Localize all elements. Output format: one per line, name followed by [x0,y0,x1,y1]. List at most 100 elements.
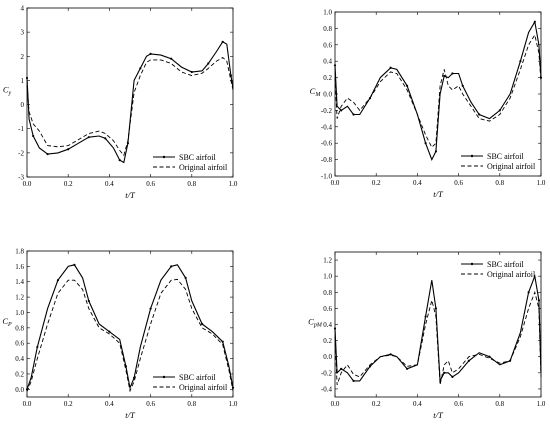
series-point [170,57,173,60]
series-point [87,299,90,303]
y-tick-label: 0.0 [323,91,332,99]
series-point [389,66,392,69]
y-tick-label: 1.2 [323,257,332,265]
x-tick-label: 0.4 [413,179,422,187]
x-tick-label: 0.6 [146,180,155,188]
series-point [190,70,193,74]
series-line-1 [26,56,234,157]
subplot-cm: 0.0 0.2 0.4 0.6 0.8 1.0 -1.0 -0.8 -0.6 -0.4 -0.2 0.… [310,9,546,200]
x-tick-label: 0.0 [331,400,340,408]
x-tick-label: 0.4 [413,400,422,408]
plot-frame [26,250,234,398]
legend-marker [162,375,166,379]
legend-label: SBC airfoil [179,373,216,382]
y-tick-label: -0.4 [321,123,333,131]
series-point [352,113,355,116]
series-point [443,74,446,78]
y-tick-label: -0.2 [321,369,333,377]
series-line-1 [334,33,542,149]
x-tick-label: 0.4 [105,180,114,188]
x-tick-label: 0.8 [187,180,196,188]
x-axis-label: t/T [125,190,136,200]
series-point [139,67,142,70]
series-point [118,159,121,162]
series-point [108,330,111,333]
x-tick-label: 0.0 [23,400,32,408]
subplot-cy: 0.0 0.2 0.4 0.6 0.8 1.0 -3 -2 -1 0 1 2 3 4 t/T Cy SBC ai… [3,5,238,201]
y-tick-label: 4 [21,5,25,13]
y-tick-label: 0.4 [323,58,332,66]
x-tick-label: 0.6 [146,400,155,408]
y-tick-label: -1 [18,125,24,133]
legend-label: Original airfoil [179,163,228,172]
series-point [201,322,204,326]
y-tick-label: 3 [21,29,25,37]
y-tick-label: 0 [21,101,25,109]
series-point [170,265,173,268]
x-axis-label: t/T [125,410,136,420]
x-tick-label: 0.2 [64,180,73,188]
y-tick-label: 0.2 [323,74,332,82]
x-tick-label: 0.0 [23,180,32,188]
series-point [451,375,454,378]
series-point [443,371,446,374]
legend-marker [470,154,474,158]
subplot-cpm: 0.0 0.2 0.4 0.6 0.8 1.0 -0.4 -0.2 0.0 0.2 0.4 0.6 0.… [308,251,546,420]
x-tick-label: 0.2 [372,400,381,408]
series-point [478,113,481,116]
subplot-cp: 0.0 0.2 0.4 0.6 0.8 1.0 0.0 0.2 0.4 0.6 0.8 1.0 1.2 1… [2,248,238,421]
series-point [87,136,90,139]
series-point [207,62,210,65]
x-tick-label: 1.0 [229,180,238,188]
y-tick-label: 2 [21,53,25,61]
series-point [467,359,470,362]
series-line-0 [26,41,234,164]
series-point [519,60,522,63]
series-point [434,150,438,153]
x-tick-label: 1.0 [537,400,546,408]
y-tick-label: 1.0 [15,309,24,317]
series-point [537,299,541,302]
series-point [352,379,355,382]
series-point [221,40,224,43]
y-tick-label: 1 [21,77,25,85]
series-line-1 [26,278,234,393]
legend-marker [162,155,166,159]
series-point [340,109,343,112]
x-tick-label: 0.8 [187,400,196,408]
x-tick-label: 0.0 [331,179,340,187]
legend-label: SBC airfoil [487,152,524,161]
series-point [231,386,235,389]
legend-label: Original airfoil [487,162,536,171]
y-tick-label: -0.4 [321,385,333,393]
series-point [498,109,501,112]
y-tick-label: 1.0 [323,9,332,17]
y-tick-label: 1.6 [15,263,24,271]
y-tick-label: 1.8 [15,248,24,256]
series-point [149,52,152,55]
legend-marker [470,262,474,266]
x-tick-label: 0.8 [495,400,504,408]
series-point [221,340,224,343]
series-line-0 [334,274,542,383]
series-point [25,76,29,80]
series-point [184,276,187,279]
series-point [488,355,491,358]
series-point [333,327,337,330]
series-point [389,353,392,356]
x-tick-label: 0.6 [454,400,463,408]
y-tick-label: 0.0 [323,353,332,361]
plot-frame [26,7,234,178]
x-tick-label: 0.6 [454,179,463,187]
y-tick-label: 0.2 [15,370,24,378]
y-tick-label: 1.4 [15,278,24,286]
x-tick-label: 1.0 [537,179,546,187]
y-tick-label: 0.4 [323,321,332,329]
series-point [527,291,530,294]
series-point [340,367,343,370]
y-tick-label: -1.0 [321,173,333,181]
series-point [424,142,427,145]
legend-label: SBC airfoil [179,153,216,162]
series-point [36,345,39,349]
